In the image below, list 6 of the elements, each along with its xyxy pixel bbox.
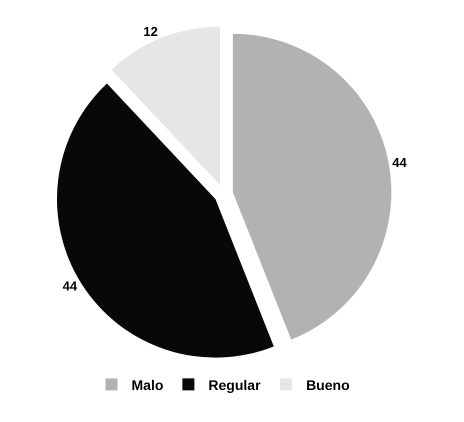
- data-label: 12: [143, 24, 158, 39]
- legend-label: Malo: [132, 376, 164, 393]
- data-label: 44: [392, 154, 408, 170]
- data-label: 44: [62, 278, 78, 294]
- legend-label: Regular: [208, 376, 262, 393]
- legend-label: Bueno: [306, 376, 350, 393]
